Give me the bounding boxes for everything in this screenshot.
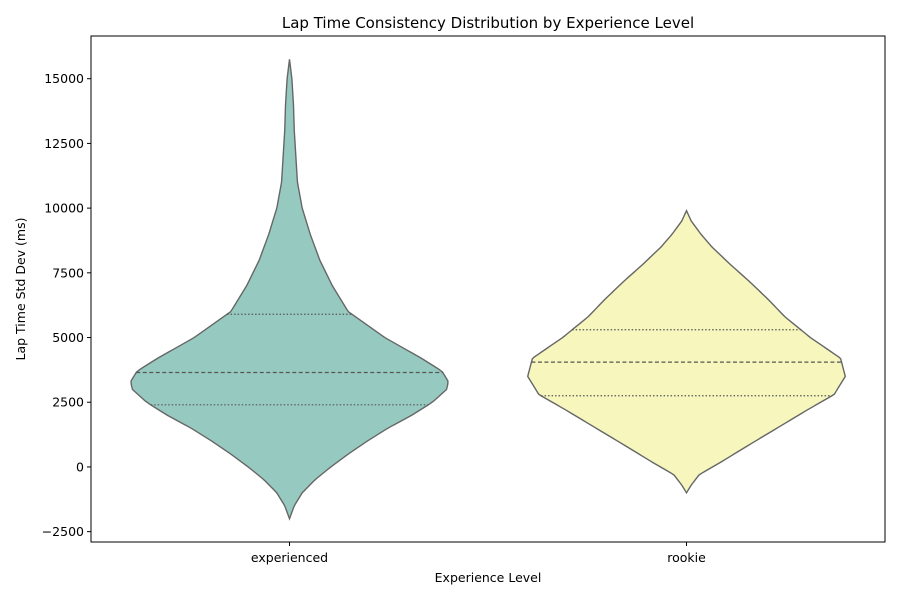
y-tick-label: 5000 bbox=[52, 330, 84, 345]
y-tick-label: 15000 bbox=[44, 71, 84, 86]
y-tick-label: 0 bbox=[76, 459, 84, 474]
x-axis-label: Experience Level bbox=[435, 570, 542, 585]
x-tick-label: experienced bbox=[251, 550, 328, 565]
y-tick-label: 7500 bbox=[52, 265, 84, 280]
violin-rookie bbox=[527, 209, 846, 495]
y-tick-label: 10000 bbox=[44, 201, 84, 216]
y-tick-label: 2500 bbox=[52, 395, 84, 410]
plot-frame bbox=[90, 35, 886, 543]
chart-title: Lap Time Consistency Distribution by Exp… bbox=[282, 14, 694, 32]
y-tick-label: 12500 bbox=[44, 136, 84, 151]
violins-layer bbox=[130, 59, 846, 521]
y-axis-label: Lap Time Std Dev (ms) bbox=[13, 218, 28, 361]
x-tick-label: rookie bbox=[667, 550, 706, 565]
y-tick-label: −2500 bbox=[42, 524, 84, 539]
y-axis-ticks: −2500 0 2500 5000 7500 10000 12500 15000 bbox=[42, 71, 91, 539]
violin-experienced bbox=[130, 59, 449, 521]
x-axis-ticks: experienced rookie bbox=[251, 542, 706, 565]
